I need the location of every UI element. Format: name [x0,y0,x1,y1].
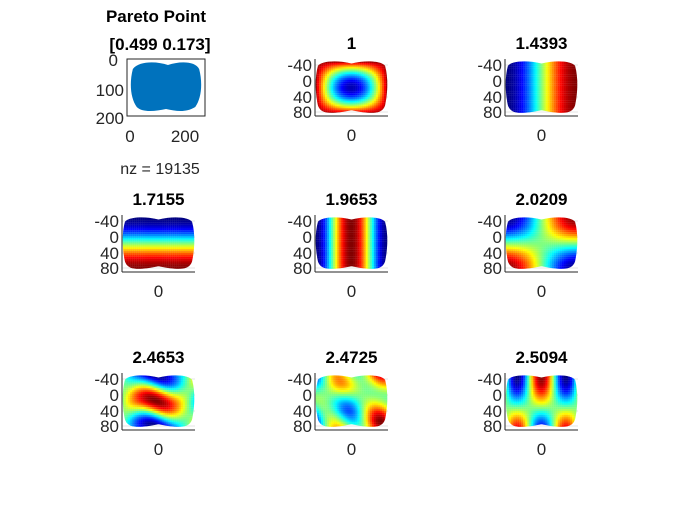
mode-3-xtick-0: 0 [154,282,163,301]
mode-7-ytick-0: -40 [287,370,312,389]
spy-title-line2: [0.499 0.173] [109,35,210,54]
spy-xtick-0: 0 [125,127,134,146]
spy-nonzero-region [130,62,202,112]
mode-7-ytick-1: 0 [303,386,312,405]
mode-6-ytick-1: 0 [110,386,119,405]
mode-5-ytick-0: -40 [477,212,502,231]
mode-6-ytick-0: -40 [94,370,119,389]
mode-6-ytick-2: 40 [100,402,119,421]
mode-2-ytick-1: 0 [493,72,502,91]
mode-title-6: 2.4653 [133,348,185,367]
mode-3-ytick-3: 80 [100,259,119,278]
mode-7-ytick-3: 80 [293,417,312,436]
mode-4-field [315,217,388,269]
mode-4-ytick-3: 80 [293,259,312,278]
mode-4-xtick-0: 0 [347,282,356,301]
mode-4-ytick-1: 0 [303,228,312,247]
mode-2-ytick-2: 40 [483,88,502,107]
mode-3-ytick-2: 40 [100,244,119,263]
mode-5-xtick-0: 0 [537,282,546,301]
spy-title-line1: Pareto Point [106,7,206,26]
mode-3-field [122,217,195,269]
mode-title-5: 2.0209 [516,190,568,209]
mode-8-field [505,375,578,427]
mode-1-ytick-0: -40 [287,56,312,75]
mode-4-ytick-2: 40 [293,244,312,263]
mode-8-ytick-1: 0 [493,386,502,405]
mode-8-xtick-0: 0 [537,440,546,459]
spy-ytick-0: 0 [109,51,118,70]
mode-4-ytick-0: -40 [287,212,312,231]
mode-5-ytick-1: 0 [493,228,502,247]
mode-8-ytick-2: 40 [483,402,502,421]
mode-6-xtick-0: 0 [154,440,163,459]
mode-2-xtick-0: 0 [537,126,546,145]
mode-title-2: 1.4393 [516,34,568,53]
mode-8-ytick-3: 80 [483,417,502,436]
mode-1-field [315,61,388,113]
spy-xtick-1: 200 [171,127,199,146]
mode-6-field [122,375,195,427]
mode-5-ytick-3: 80 [483,259,502,278]
mode-1-ytick-2: 40 [293,88,312,107]
mode-title-7: 2.4725 [326,348,378,367]
spy-ytick-2: 200 [96,109,124,128]
mode-title-8: 2.5094 [516,348,569,367]
mode-8-ytick-0: -40 [477,370,502,389]
mode-5-ytick-2: 40 [483,244,502,263]
mode-2-field [505,61,578,113]
mode-3-ytick-1: 0 [110,228,119,247]
mode-6-ytick-3: 80 [100,417,119,436]
mode-title-4: 1.9653 [326,190,378,209]
spy-panel: Pareto Point [0.499 0.173] 0 100 200 0 2… [96,7,211,178]
eigenmode-panels: 1-400408001.4393-400408001.7155-40040800… [94,34,578,459]
mode-2-ytick-3: 80 [483,103,502,122]
mode-7-xtick-0: 0 [347,440,356,459]
mode-title-1: 1 [347,34,356,53]
mode-1-ytick-3: 80 [293,103,312,122]
mode-3-ytick-0: -40 [94,212,119,231]
mode-1-ytick-1: 0 [303,72,312,91]
mode-5-field [505,217,578,269]
mode-1-xtick-0: 0 [347,126,356,145]
mode-7-field [315,375,388,427]
spy-ytick-1: 100 [96,81,124,100]
mode-2-ytick-0: -40 [477,56,502,75]
mode-title-3: 1.7155 [133,190,185,209]
mode-7-ytick-2: 40 [293,402,312,421]
spy-nz-label: nz = 19135 [120,161,200,178]
